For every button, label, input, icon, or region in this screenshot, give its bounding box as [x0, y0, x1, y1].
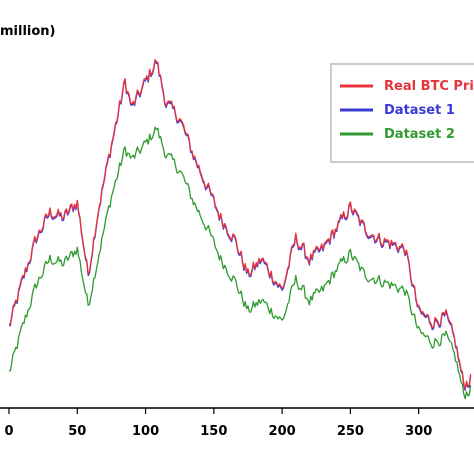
legend-label: Dataset 2 [384, 127, 455, 142]
series-line-d2 [8, 126, 472, 400]
x-tick-label: 0 [4, 424, 13, 439]
x-tick-label: 150 [200, 424, 227, 439]
legend-box [330, 63, 474, 163]
x-tick-label: 100 [132, 424, 159, 439]
series-line-d1 [8, 60, 472, 391]
series-line-real [8, 58, 472, 390]
x-tick-label: 50 [68, 424, 86, 439]
series-lines [8, 58, 472, 400]
x-tick-label: 250 [337, 424, 364, 439]
legend-label: Dataset 1 [384, 103, 455, 118]
x-axis-ticks: 0 50 100 150 200 250 300 [4, 408, 432, 439]
legend-label: Real BTC Price [384, 79, 474, 94]
y-axis-label: million) [0, 24, 56, 39]
legend: Real BTC Price Dataset 1 Dataset 2 [330, 63, 474, 163]
x-tick-label: 300 [405, 424, 432, 439]
x-tick-label: 200 [269, 424, 296, 439]
